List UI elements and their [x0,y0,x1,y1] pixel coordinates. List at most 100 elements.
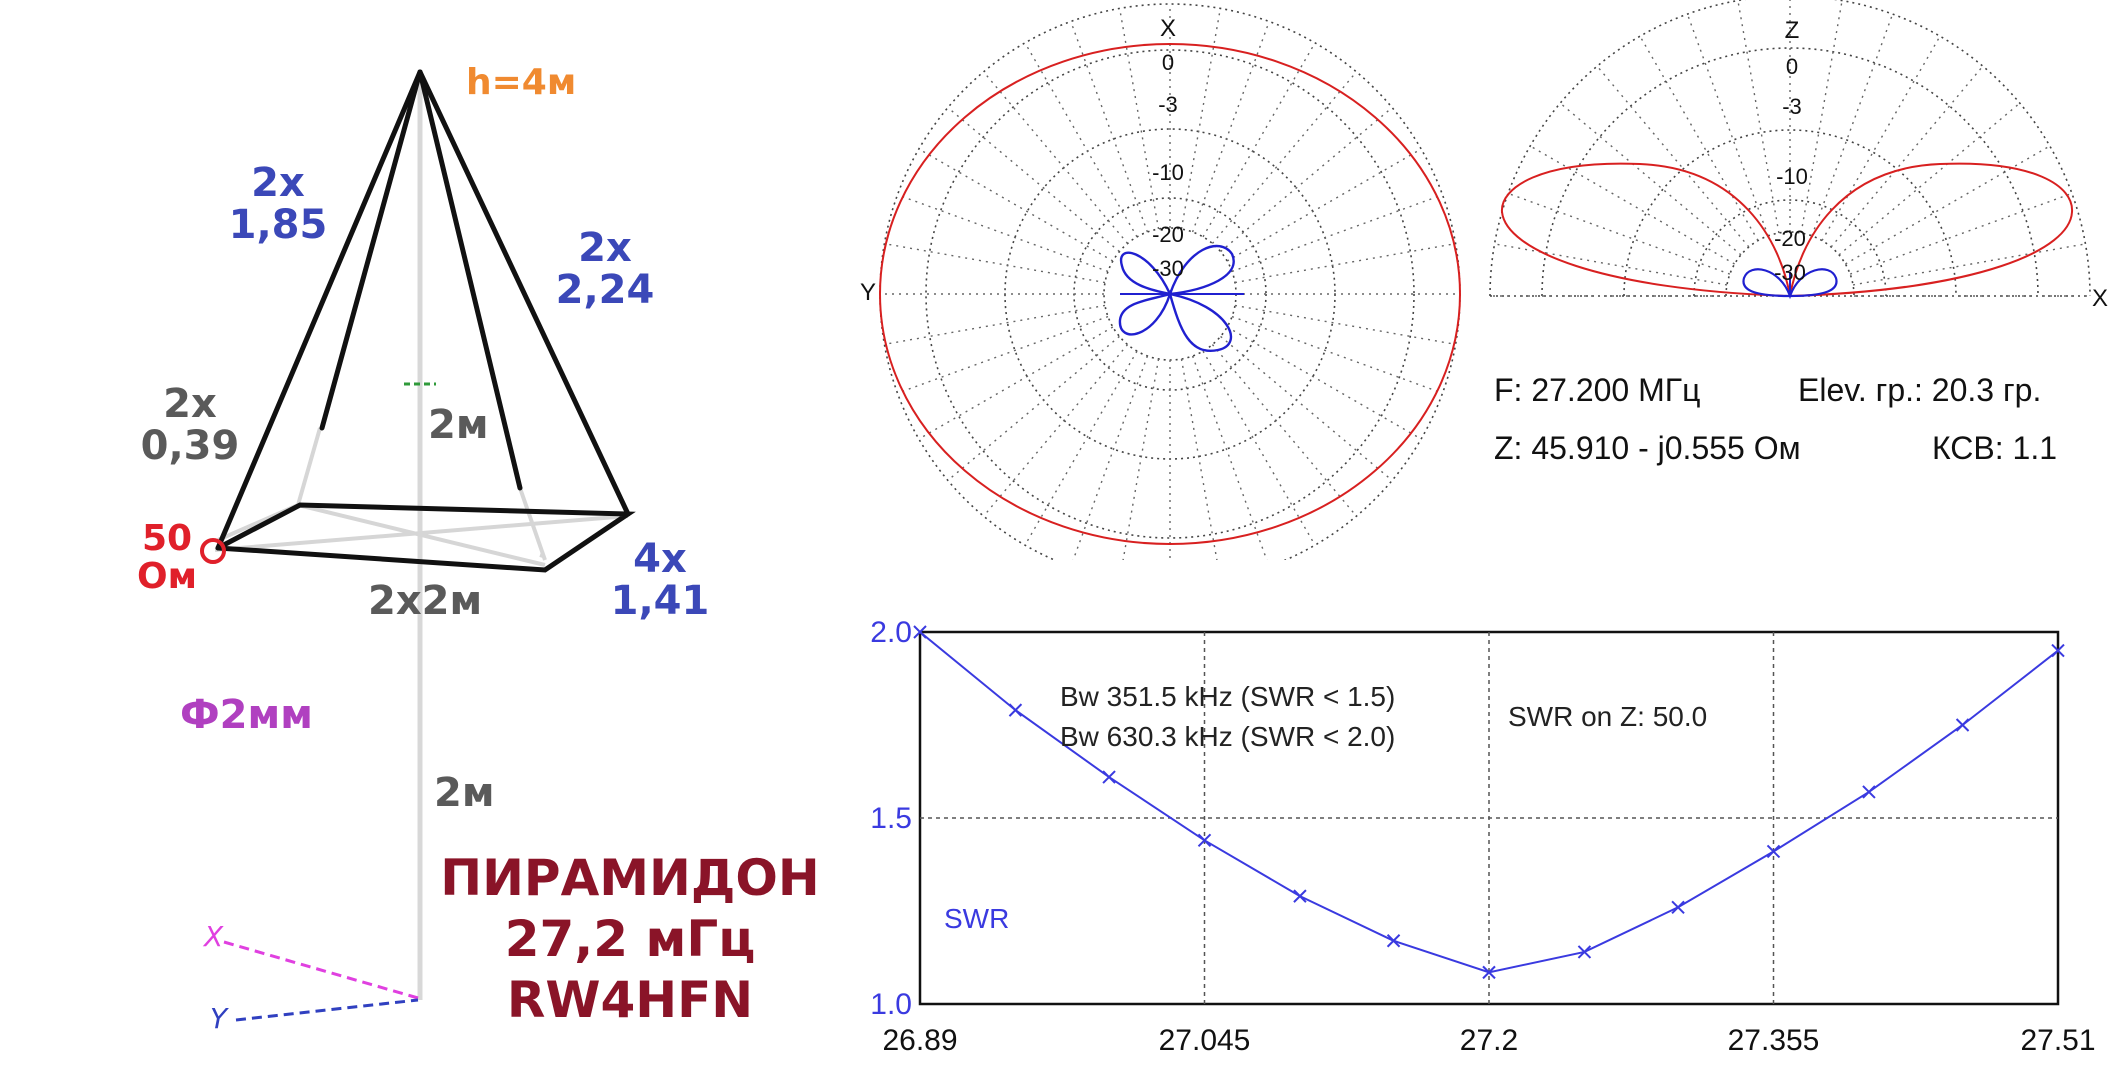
radial-gridline [918,326,1114,440]
vring-label-20: -20 [1774,226,1806,251]
ring-label-20: -20 [1152,222,1184,247]
radial-gridline-vertical [1596,65,1750,248]
ring-label-0: 0 [1162,50,1174,75]
base-wires-length: 1,41 [610,578,710,624]
radial-gridline-vertical [1494,243,1728,286]
polar-vertical-plot: Z X 0 -3 -10 -20 -30 [1489,0,2108,312]
wire-top-left-label: 2х 1,85 [228,162,328,246]
mast-lower-label: 2м [434,770,495,816]
swr-ticks: 26.89 27.045 27.2 27.355 27.51 2.0 1.5 1.0 [870,616,2095,1057]
antenna-title-callsign: RW4HFN [506,971,754,1029]
base-diagonal-2 [297,503,546,567]
radial-gridline [1226,148,1422,262]
radial-gridline [1231,315,1443,394]
wire-apex-right [417,69,631,517]
radial-gridline-vertical [1800,0,1843,234]
swr-data-point [1102,770,1116,784]
radial-gridline [1220,107,1393,253]
radial-gridline [1072,355,1149,560]
polar-vertical-panel: Z X 0 -3 -10 -20 -30 [1480,0,2116,320]
axis-top-label-h: X [1160,15,1176,42]
antenna-title-frequency: 27,2 мГц [504,910,756,968]
y-axis-dashed [235,998,419,1022]
ring-label-30: -30 [1152,256,1184,281]
radial-gridline [947,107,1120,253]
pyramid-drawing [200,69,636,1022]
vring-20db [1693,199,1887,297]
swr-grid [920,632,2058,1004]
wire-lower-left-label: 2х 0,39 [140,383,240,467]
bandwidth-annotation-2: Bw 630.3 kHz (SWR < 2.0) [1060,721,1395,752]
antenna-diagram: h=4м 2х 1,85 2х 2,24 2х 0,39 2м 50 Ом 2х… [0,0,830,1076]
radial-gridline-vertical [1830,65,1984,248]
radial-gridline-vertical [1529,145,1735,265]
blue-pattern-horizontal [1118,244,1235,353]
radial-gridline [1234,242,1456,284]
radial-gridline-vertical [1686,13,1769,237]
wire-top-left-length: 1,85 [228,202,328,248]
radial-gridline-vertical [1811,13,1894,237]
radial-gridline [1122,358,1160,560]
base-size-label: 2х2м [368,578,483,624]
elevation-readout: Elev. гр.: 20.3 гр. [1798,372,2042,408]
swr-marks [913,625,2065,980]
radial-gridline [897,194,1109,273]
swr-data-point [1862,785,1876,799]
swr-data-point [1008,703,1023,717]
feed-impedance-label: 50 Ом [122,520,212,596]
radial-gridline-vertical [1849,192,2073,275]
radial-gridline [1070,21,1149,233]
antenna-title-name: ПИРАМИДОН [440,849,820,907]
radial-gridline-vertical [1845,145,2051,265]
radial-gridline [1220,335,1393,481]
base-wires-label: 4х 1,41 [610,538,710,622]
wire-apex-left [215,69,423,551]
radial-grid-vertical [1490,0,2090,297]
y-tick-label: 2.0 [870,616,912,649]
x-tick-label: 27.51 [2020,1024,2095,1057]
wire-lower-left-count: 2х [163,381,217,427]
rear-lower-wire [296,427,322,506]
swr-series-label: SWR [944,903,1009,934]
axis-top-label-v: Z [1785,17,1800,44]
swr-reference-annotation: SWR on Z: 50.0 [1508,701,1707,732]
x-tick-label: 26.89 [882,1024,957,1057]
radial-gridline [1180,8,1222,230]
radial-gridline [1191,355,1268,560]
polar-horizontal-panel: X Y 0 -3 -10 -20 -30 [850,0,1490,560]
wire-lower-left-length: 0,39 [140,423,240,469]
x-axis-dashed [223,940,419,1000]
radial-gridline-vertical [1838,102,2021,256]
radial-gridline [1202,42,1316,238]
wire-apex-rear [319,69,423,431]
swr-data-point [1197,833,1212,848]
mast-upper-label: 2м [428,402,489,448]
wire-top-right-length: 2,24 [555,267,655,313]
antenna-title: ПИРАМИДОН 27,2 мГц RW4HFN [430,848,830,1031]
ring-label-10: -10 [1152,160,1184,185]
base-wires-count: 4х [633,536,687,582]
radial-gridline [983,71,1129,244]
radial-gridline [1234,304,1456,346]
radial-gridline-vertical [1821,35,1941,241]
ring-label-3: -3 [1158,92,1178,117]
height-label: h=4м [466,62,577,103]
x-tick-label: 27.355 [1728,1024,1820,1057]
feed-impedance-unit: Ом [136,555,198,597]
right-lower-wire [518,487,547,561]
swr-readout: КСВ: 1.1 [1932,430,2057,466]
radial-gridline-vertical [1737,0,1780,234]
axis-right-label-v: X [2092,285,2108,312]
swr-data-point [913,625,927,639]
radial-gridline [1231,194,1443,273]
swr-data-point [1386,934,1401,948]
ring-3db [925,49,1415,539]
swr-data-point [1482,965,1496,980]
feed-impedance-value: 50 [141,518,193,559]
wire-top-right-label: 2х 2,24 [555,227,655,311]
axis-left-label-h: Y [860,279,876,306]
swr-chart-svg: 26.89 27.045 27.2 27.355 27.51 2.0 1.5 1.0 Bw 3… [870,616,2095,1057]
wire-diameter-label: Ф2мм [180,692,313,738]
radial-gridline-vertical [1559,102,1742,256]
radial-gridline-vertical [1639,35,1759,241]
